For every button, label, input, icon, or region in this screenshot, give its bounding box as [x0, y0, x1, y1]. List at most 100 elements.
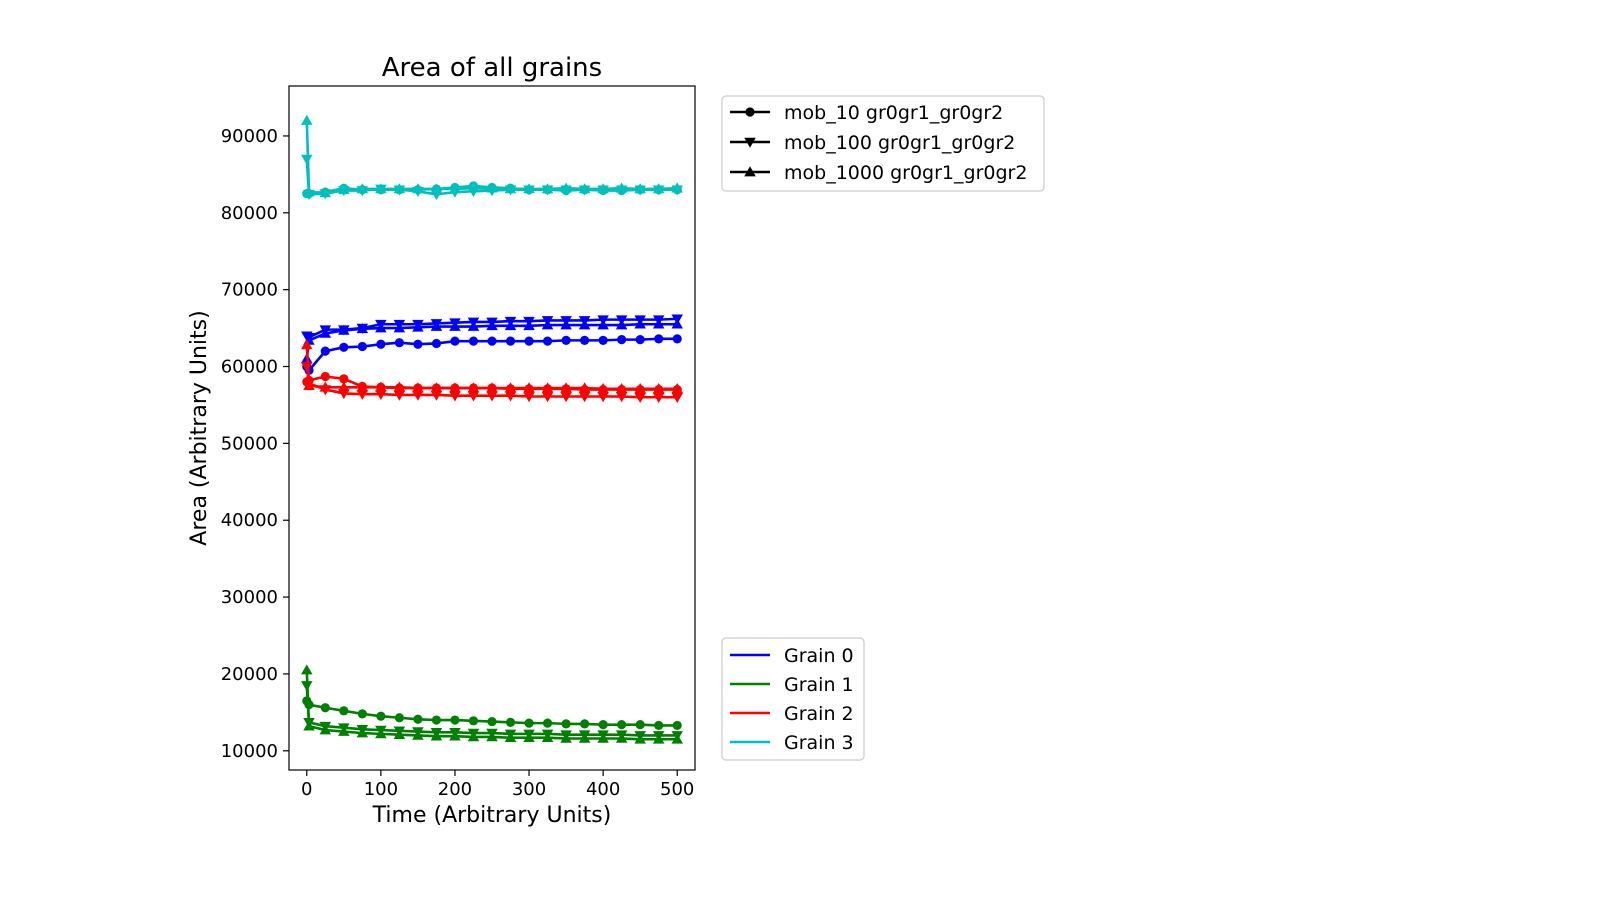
data-point	[578, 319, 591, 330]
data-point	[338, 324, 350, 335]
data-point	[301, 114, 313, 125]
data-point	[303, 720, 315, 731]
data-point	[375, 322, 387, 333]
x-tick-label: 200	[438, 779, 472, 800]
data-point	[487, 716, 497, 727]
data-point	[357, 341, 367, 352]
data-point	[431, 338, 442, 349]
y-tick-label: 40000	[221, 510, 278, 531]
data-point	[449, 730, 461, 741]
y-tick-label: 50000	[221, 433, 278, 454]
data-point	[320, 371, 330, 382]
data-point	[393, 728, 406, 739]
x-axis-label: Time (Arbitrary Units)	[372, 803, 612, 828]
series-line	[305, 344, 678, 391]
x-tick-label: 100	[364, 779, 398, 800]
data-point	[578, 392, 591, 403]
data-point	[578, 732, 591, 743]
data-point	[541, 392, 554, 403]
data-point	[431, 715, 442, 725]
data-point	[504, 391, 517, 402]
data-point	[338, 381, 350, 392]
data-point	[467, 320, 480, 331]
data-point	[671, 182, 683, 193]
data-point	[357, 709, 367, 719]
data-point	[467, 731, 480, 742]
data-point	[615, 319, 628, 330]
grain-legend-entry: Grain 2	[730, 703, 854, 725]
legend-label: Grain 2	[784, 703, 854, 725]
data-point	[338, 389, 350, 400]
data-point	[615, 383, 628, 394]
data-point	[393, 322, 406, 333]
mobility-legend-entry: mob_100 gr0gr1_gr0gr2	[730, 132, 1015, 154]
data-point	[634, 318, 646, 329]
grain-legend-entry: Grain 0	[730, 645, 854, 667]
data-point	[635, 720, 645, 730]
data-point	[597, 392, 609, 403]
data-point	[505, 717, 516, 727]
data-point	[486, 382, 498, 393]
data-point	[560, 392, 572, 403]
data-point	[430, 183, 443, 194]
data-point	[617, 720, 627, 730]
data-point	[672, 334, 682, 344]
data-point	[412, 321, 424, 332]
data-point	[652, 318, 665, 329]
data-point	[356, 727, 369, 738]
data-point	[356, 323, 369, 334]
chart-title: Area of all grains	[382, 53, 602, 83]
grain-legend-box	[721, 637, 865, 761]
series-grain-3-triangle-up	[301, 114, 683, 198]
data-point	[339, 706, 349, 716]
data-point	[413, 714, 423, 724]
data-point	[505, 336, 516, 346]
data-point	[541, 731, 554, 743]
data-point	[319, 187, 332, 198]
series-grain-1-circle	[302, 696, 682, 731]
grain-legend-entry: Grain 1	[730, 674, 854, 696]
data-point	[597, 183, 609, 194]
data-point	[580, 719, 590, 729]
series-line	[305, 670, 678, 741]
data-point	[654, 720, 664, 731]
data-point	[654, 334, 664, 344]
data-point	[524, 718, 534, 728]
data-point	[615, 182, 628, 193]
series-line	[305, 700, 678, 727]
data-point	[671, 392, 683, 404]
series-grain-1-triangle-up	[301, 664, 683, 744]
mobility-legend-box	[721, 95, 1045, 192]
grain-legend-entry: Grain 3	[730, 732, 854, 754]
y-tick-label: 30000	[221, 587, 278, 608]
data-point	[430, 730, 443, 741]
data-point	[449, 183, 461, 194]
data-point	[467, 382, 480, 393]
grain-legend: Grain 0 Grain 1 Grain 2 Grain 3	[721, 637, 865, 761]
mobility-legend-entry: mob_1000 gr0gr1_gr0gr2	[730, 162, 1027, 184]
data-point	[376, 711, 386, 721]
legend-marker-triangle-up	[744, 166, 756, 177]
data-point	[634, 733, 646, 744]
series-grain-2-triangle-up	[301, 339, 683, 394]
data-point	[375, 389, 387, 400]
data-point	[523, 731, 535, 743]
data-point	[412, 382, 424, 393]
x-tick-label: 0	[301, 779, 312, 800]
data-point	[597, 319, 609, 330]
data-point	[652, 383, 665, 394]
data-point	[356, 183, 369, 194]
data-point	[523, 382, 535, 393]
data-point	[356, 389, 369, 400]
data-point	[338, 184, 350, 195]
data-point	[597, 383, 609, 394]
mobility-legend-entry: mob_10 gr0gr1_gr0gr2	[730, 102, 1003, 124]
data-point	[430, 390, 443, 401]
y-tick-label: 10000	[221, 741, 278, 762]
data-point	[561, 335, 571, 345]
data-point	[430, 320, 443, 331]
legend-marker-triangle-down	[744, 137, 756, 148]
data-point	[652, 733, 665, 744]
data-point	[634, 383, 646, 394]
